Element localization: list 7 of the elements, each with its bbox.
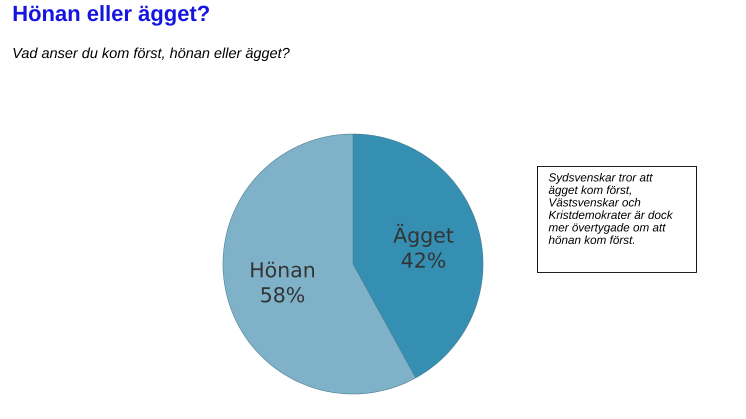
slice-label: Hönan	[251, 262, 314, 278]
text: Sydsvenskar tror att ägget kom först, Västsvenskar och Kristdemokrater är dock mer övertygade om att hönan kom först.	[548, 172, 674, 244]
data-label: 42%	[402, 252, 446, 268]
chart-subtitle: Vad anser du kom först, hönan eller ägget?	[13, 47, 290, 62]
slice-label: Ägget	[393, 224, 454, 247]
data-label: 58%	[261, 287, 304, 303]
chart-title: Hönan eller ägget?	[14, 5, 209, 26]
